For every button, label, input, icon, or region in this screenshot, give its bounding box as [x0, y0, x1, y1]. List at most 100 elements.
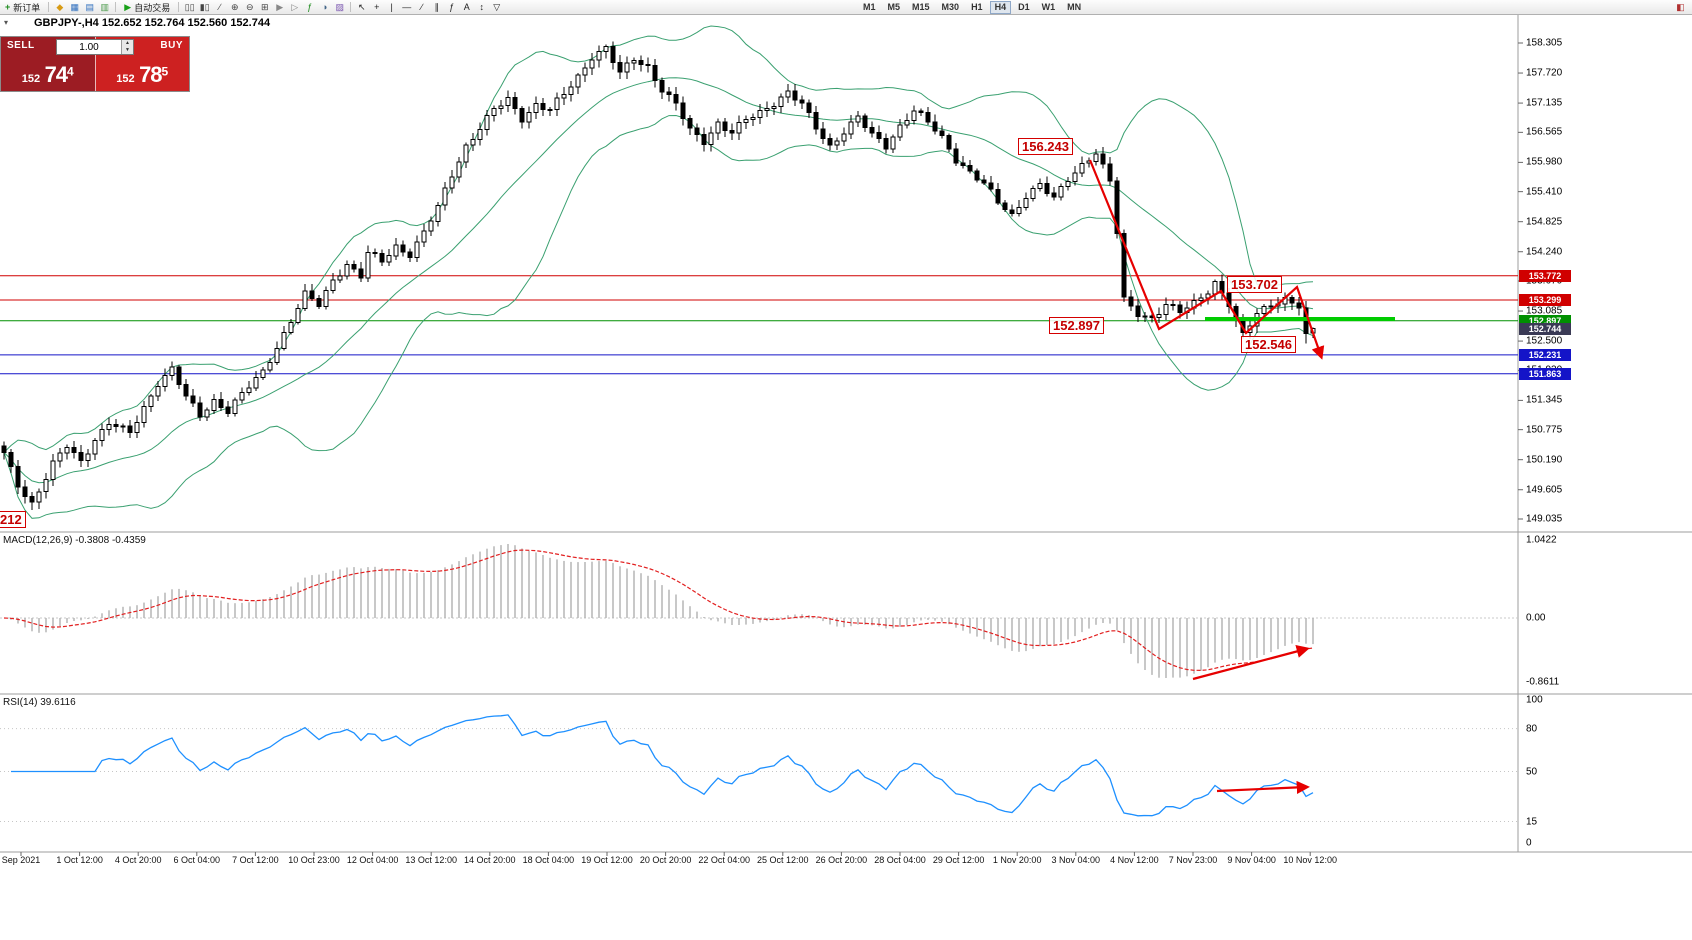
price-tag: 152.744 [1519, 322, 1571, 335]
timeframe-m1[interactable]: M1 [863, 2, 876, 12]
timeframe-group: M1 M5 M15 M30 H1 H4 D1 W1 MN [858, 1, 1086, 14]
sell-label: SELL [7, 40, 35, 51]
time-axis-label: Sep 2021 [1, 855, 41, 865]
candlestick-icon[interactable]: ▮▯ [199, 1, 210, 12]
price-annotation[interactable]: 212 [0, 511, 26, 528]
price-annotation[interactable]: 153.702 [1227, 276, 1282, 293]
price-axis-label: 149.605 [1526, 484, 1563, 496]
templates-icon[interactable]: ▨ [335, 1, 344, 12]
time-axis-label: 28 Oct 04:00 [874, 855, 926, 865]
one-click-collapse-icon[interactable]: ▾ [4, 18, 9, 27]
time-axis-label: 10 Nov 12:00 [1283, 855, 1337, 865]
volume-input-wrap: ▲▼ [56, 39, 134, 55]
price-tag: 153.772 [1519, 269, 1571, 282]
data-window-icon[interactable]: ▤ [85, 1, 95, 12]
timeframe-mn[interactable]: MN [1067, 2, 1082, 12]
time-axis-label: 18 Oct 04:00 [522, 855, 575, 865]
rsi-scale-label: 80 [1526, 723, 1538, 735]
price-annotation[interactable]: 152.546 [1241, 336, 1296, 353]
volume-input[interactable] [57, 40, 121, 54]
time-axis-label: 13 Oct 12:00 [405, 855, 457, 865]
periods-icon[interactable]: ◑ [322, 1, 328, 12]
volume-spinner[interactable]: ▲ ▼ [121, 40, 133, 54]
macd-scale-label: 1.0422 [1526, 534, 1557, 546]
crosshair-icon[interactable]: + [374, 1, 380, 12]
text-icon[interactable]: A [463, 1, 470, 12]
price-annotation[interactable]: 156.243 [1018, 138, 1073, 155]
time-axis-label: 6 Oct 04:00 [173, 855, 221, 865]
volume-down-icon[interactable]: ▼ [122, 47, 133, 54]
rsi-line [11, 714, 1314, 817]
bar-chart-icon[interactable]: ▯▯ [184, 1, 195, 12]
price-axis-label: 155.410 [1526, 186, 1563, 198]
candles-layer [1, 41, 1316, 510]
toolbar-separator [115, 2, 117, 12]
zoom-out-icon[interactable]: ⊖ [245, 1, 254, 12]
zoom-in-icon[interactable]: ⊕ [230, 1, 239, 12]
autotrading-button[interactable]: ▶ 自动交易 [119, 1, 175, 14]
buy-label: BUY [160, 40, 183, 51]
buy-price: 152 785 [116, 62, 169, 87]
price-axis-label: 151.345 [1526, 394, 1563, 406]
metaeditor-icon[interactable]: ◆ [56, 1, 64, 12]
chart-title: GBPJPY-,H4 152.652 152.764 152.560 152.7… [34, 17, 271, 29]
trendline-icon[interactable]: ∕ [420, 1, 423, 12]
time-axis-label: 3 Nov 04:00 [1051, 855, 1101, 865]
market-watch-icon[interactable]: ▦ [70, 1, 80, 12]
cursor-icon[interactable]: ↖ [357, 1, 366, 12]
price-axis-label: 150.775 [1526, 424, 1563, 436]
price-axis-label: 155.980 [1526, 156, 1563, 168]
rsi-scale-label: 100 [1526, 694, 1543, 706]
timeframe-w1[interactable]: W1 [1041, 2, 1056, 12]
indicators-icon[interactable]: ƒ [307, 1, 313, 12]
timeframe-m5[interactable]: M5 [887, 2, 901, 12]
tile-windows-icon[interactable]: ⊞ [260, 1, 269, 12]
time-axis-label: 7 Nov 23:00 [1168, 855, 1218, 865]
macd-signal-line [3, 549, 1314, 672]
price-axis-label: 157.720 [1526, 67, 1563, 79]
autotrading-label: 自动交易 [134, 2, 171, 13]
toolbar-group-line-studies: ↖ + | — ∕ ∥ ƒ A ↕ ▽ [354, 1, 504, 14]
vertical-line-icon[interactable]: | [390, 1, 393, 12]
toolbar-separator [178, 2, 180, 12]
time-axis-label: 10 Oct 23:00 [288, 855, 340, 865]
channel-icon[interactable]: ∥ [434, 1, 439, 12]
price-axis-label: 157.135 [1526, 97, 1563, 109]
shapes-icon[interactable]: ▽ [493, 1, 501, 12]
time-axis-label: 25 Oct 12:00 [757, 855, 809, 865]
timeframe-h1[interactable]: H1 [971, 2, 983, 12]
price-annotation[interactable]: 152.897 [1049, 317, 1104, 334]
timeframe-d1[interactable]: D1 [1018, 2, 1030, 12]
arrows-icon[interactable]: ↕ [479, 1, 484, 12]
toolbar-group-charts: ▯▯ ▮▯ ∕ ⊕ ⊖ ⊞ ▶ ▷ ƒ ◑ ▨ [182, 1, 347, 14]
price-axis-label: 154.825 [1526, 216, 1563, 228]
rsi-scale-label: 15 [1526, 816, 1538, 828]
time-axis-label: 4 Oct 20:00 [114, 855, 162, 865]
line-chart-icon[interactable]: ∕ [218, 1, 221, 12]
timeframe-m15[interactable]: M15 [912, 2, 930, 12]
fibonacci-icon[interactable]: ƒ [449, 1, 455, 12]
chart-shift-icon[interactable]: ▷ [291, 1, 299, 12]
trend-arrow-macd[interactable] [1192, 644, 1310, 681]
toolbar-separator [350, 2, 352, 12]
autotrading-icon: ▶ [124, 2, 132, 12]
time-axis-label: 26 Oct 20:00 [815, 855, 868, 865]
horizontal-lines[interactable] [0, 275, 1518, 375]
time-axis-label: 14 Oct 20:00 [464, 855, 516, 865]
horizontal-line-icon[interactable]: — [402, 1, 412, 12]
rsi-label: RSI(14) 39.6116 [3, 697, 76, 708]
price-tag: 152.231 [1519, 348, 1571, 361]
trend-arrow-main[interactable] [1088, 159, 1325, 360]
auto-scroll-icon[interactable]: ▶ [276, 1, 284, 12]
community-icon[interactable]: ◧ [1676, 2, 1685, 12]
volume-up-icon[interactable]: ▲ [122, 40, 133, 47]
toolbar-separator [48, 2, 50, 12]
trend-arrow-rsi[interactable] [1216, 780, 1310, 795]
terminal-icon[interactable]: ▥ [100, 1, 110, 12]
new-order-label: 新订单 [13, 2, 41, 13]
timeframe-m30[interactable]: M30 [941, 2, 960, 12]
timeframe-h4[interactable]: H4 [989, 1, 1012, 14]
new-order-button[interactable]: + 新订单 [0, 1, 45, 14]
